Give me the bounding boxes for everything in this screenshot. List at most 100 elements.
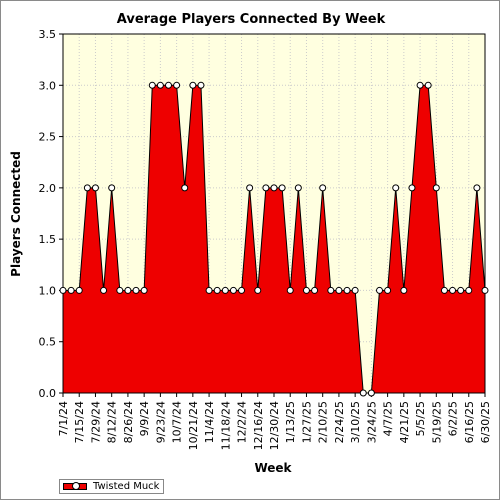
x-tick-label: 1/13/25 xyxy=(284,401,297,443)
x-tick-label: 9/23/24 xyxy=(154,401,167,443)
y-tick-label: 2.0 xyxy=(39,182,57,195)
y-tick-label: 1.5 xyxy=(39,233,57,246)
x-tick-label: 8/26/24 xyxy=(122,401,135,443)
data-point xyxy=(376,286,383,294)
y-axis-label: Players Connected xyxy=(9,151,23,277)
legend-label: Twisted Muck xyxy=(93,481,160,492)
data-point xyxy=(100,286,108,294)
x-tick-label: 2/10/25 xyxy=(317,401,330,443)
x-tick-label: 11/4/24 xyxy=(203,401,216,443)
data-point xyxy=(335,286,343,294)
x-tick-label: 9/9/24 xyxy=(138,401,151,436)
data-point xyxy=(181,184,189,192)
chart-title: Average Players Connected By Week xyxy=(117,12,386,27)
data-point xyxy=(173,81,181,89)
x-tick-label: 7/1/24 xyxy=(57,401,70,436)
x-tick-label: 12/30/24 xyxy=(268,401,281,450)
data-point xyxy=(238,286,246,294)
x-tick-label: 1/27/25 xyxy=(300,401,313,443)
data-point xyxy=(449,286,457,294)
data-point xyxy=(400,286,408,294)
data-point xyxy=(351,286,359,294)
y-tick-label: 0.5 xyxy=(39,336,57,349)
data-point xyxy=(432,184,440,192)
y-tick-label: 3.5 xyxy=(39,28,57,41)
data-point xyxy=(408,184,416,192)
data-point xyxy=(246,184,254,192)
data-point xyxy=(424,81,432,89)
x-tick-label: 7/29/24 xyxy=(89,401,102,443)
x-tick-label: 6/30/25 xyxy=(479,401,492,443)
data-point xyxy=(294,184,302,192)
data-point xyxy=(83,184,91,192)
data-point xyxy=(124,286,132,294)
data-point xyxy=(205,286,213,294)
data-point xyxy=(481,286,489,294)
x-tick-label: 10/21/24 xyxy=(187,401,200,450)
data-point xyxy=(197,81,205,89)
data-point xyxy=(327,286,335,294)
data-point xyxy=(473,184,481,192)
data-point xyxy=(302,286,310,294)
legend: Twisted Muck xyxy=(59,479,164,494)
x-tick-label: 2/24/25 xyxy=(333,401,346,443)
x-tick-label: 5/5/25 xyxy=(414,401,427,436)
data-point xyxy=(319,184,327,192)
data-point xyxy=(416,81,424,89)
data-point xyxy=(67,286,75,294)
y-axis-ticks: 0.0 0.5 1.0 1.5 2.0 2.5 3.0 3.5 xyxy=(39,28,63,400)
data-point xyxy=(286,286,294,294)
data-point xyxy=(59,286,67,294)
data-point xyxy=(311,286,319,294)
x-tick-label: 6/16/25 xyxy=(463,401,476,443)
x-tick-label: 3/10/25 xyxy=(349,401,362,443)
y-tick-label: 2.5 xyxy=(39,131,57,144)
data-point xyxy=(457,286,465,294)
data-markers xyxy=(59,81,489,397)
data-point xyxy=(91,184,99,192)
data-point xyxy=(343,286,351,294)
x-tick-label: 4/7/25 xyxy=(382,401,395,436)
data-point xyxy=(262,184,270,192)
data-point xyxy=(116,286,124,294)
x-tick-label: 8/12/24 xyxy=(106,401,119,443)
x-tick-label: 5/19/25 xyxy=(430,401,443,443)
legend-swatch xyxy=(63,482,87,490)
data-point xyxy=(213,286,221,294)
data-point xyxy=(229,286,237,294)
x-tick-label: 7/15/24 xyxy=(73,401,86,443)
x-axis-label: Week xyxy=(254,461,292,475)
x-tick-label: 6/2/25 xyxy=(447,401,460,436)
x-tick-label: 12/16/24 xyxy=(252,401,265,450)
data-point xyxy=(165,81,172,89)
data-point xyxy=(392,184,400,192)
x-tick-label: 3/24/25 xyxy=(365,401,378,443)
x-tick-label: 10/7/24 xyxy=(171,401,184,443)
data-point xyxy=(254,286,262,294)
data-point xyxy=(189,81,197,89)
data-point xyxy=(440,286,448,294)
x-axis-ticks: 7/1/24 7/15/24 7/29/24 8/12/24 8/26/24 9/9/24… xyxy=(57,393,492,450)
data-point xyxy=(384,286,392,294)
data-point xyxy=(132,286,140,294)
y-tick-label: 0.0 xyxy=(39,387,57,400)
data-point xyxy=(75,286,83,294)
y-tick-label: 1.0 xyxy=(39,284,57,297)
data-point xyxy=(465,286,473,294)
data-point xyxy=(278,184,286,192)
data-point xyxy=(156,81,164,89)
area-fill xyxy=(63,85,485,393)
y-tick-label: 3.0 xyxy=(39,79,57,92)
data-point xyxy=(108,184,116,192)
data-point xyxy=(221,286,229,294)
x-tick-label: 11/18/24 xyxy=(219,401,232,450)
data-point xyxy=(359,389,367,397)
x-tick-label: 12/2/24 xyxy=(236,401,249,443)
data-point xyxy=(140,286,148,294)
x-tick-label: 4/21/25 xyxy=(398,401,411,443)
data-point xyxy=(148,81,156,89)
data-point xyxy=(367,389,375,397)
data-point xyxy=(270,184,278,192)
